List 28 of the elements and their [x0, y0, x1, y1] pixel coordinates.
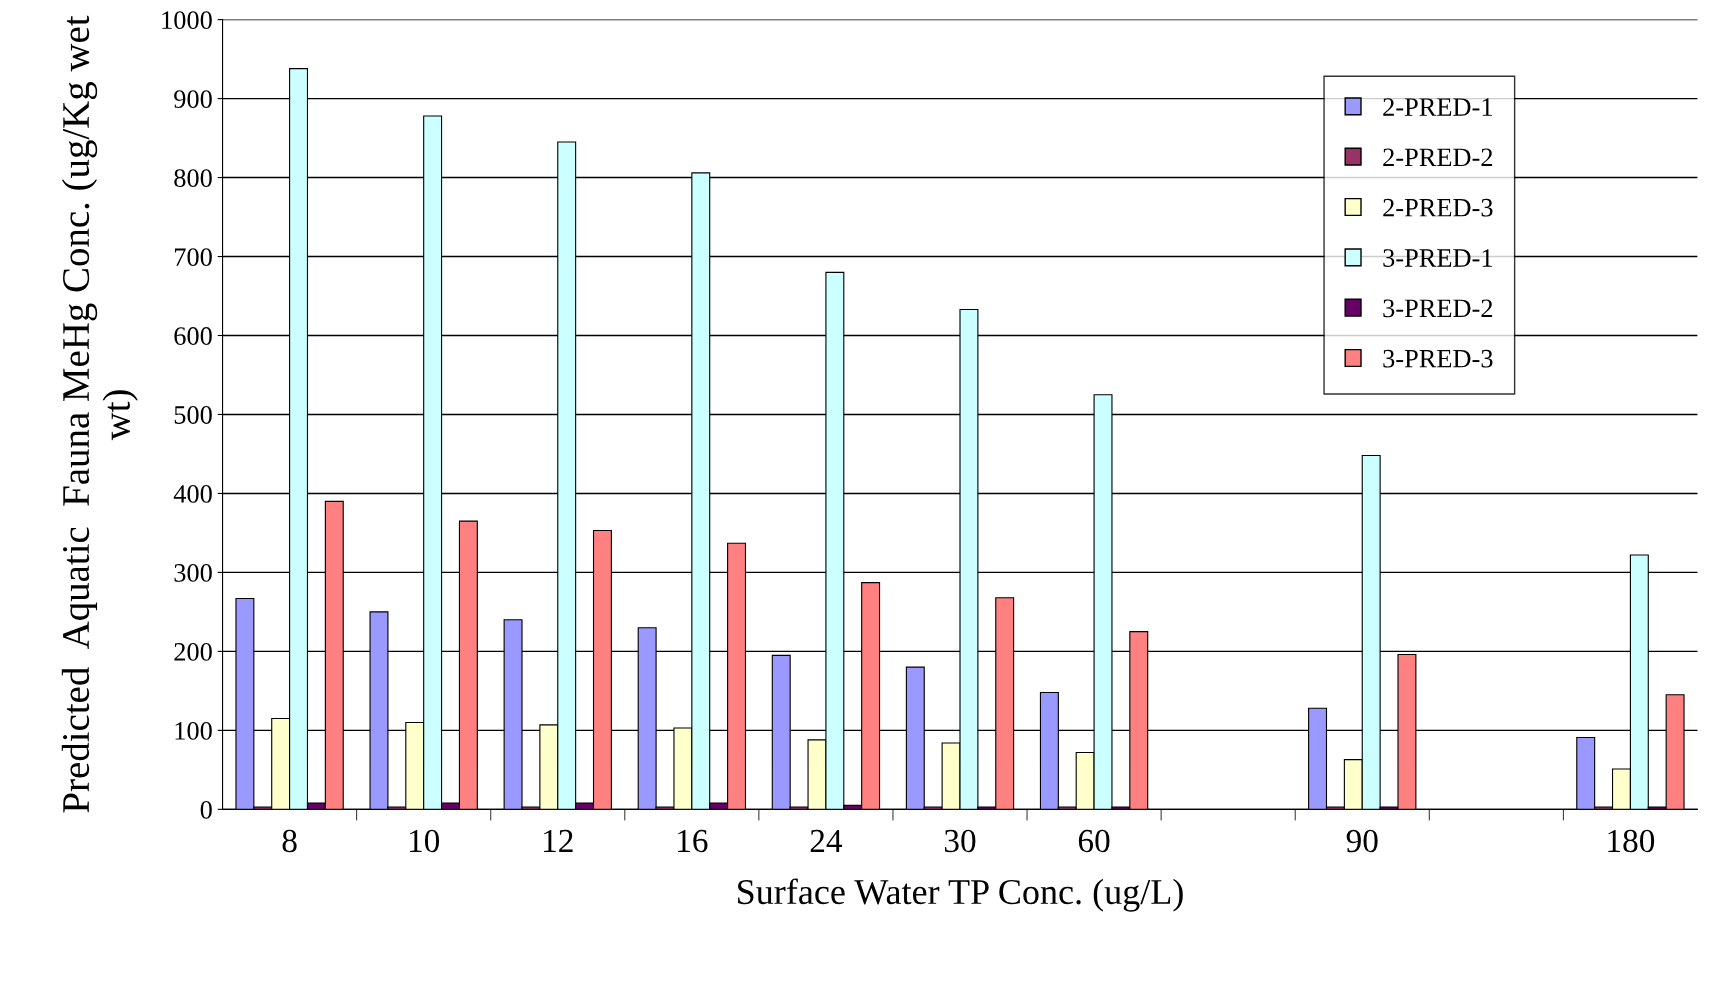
x-tick-label: 30 — [944, 829, 976, 853]
x-tick-label: 90 — [1346, 829, 1378, 853]
y-tick-label: 500 — [174, 406, 212, 424]
x-tick-label: 16 — [678, 829, 708, 853]
y-tick-label: 200 — [174, 642, 212, 661]
legend-label: 3-PRED-1 — [1383, 249, 1492, 267]
y-tick-label: 0 — [200, 800, 212, 819]
y-tick-label: 900 — [174, 90, 212, 109]
y-tick-label: 600 — [174, 327, 212, 345]
legend-label: 2-PRED-1 — [1383, 98, 1492, 116]
x-tick-label: 180 — [1608, 829, 1655, 853]
legend-label: 3-PRED-2 — [1383, 299, 1493, 318]
x-axis-title: Surface Water TP Conc. (ug/L) — [738, 878, 1183, 912]
legend-label: 2-PRED-2 — [1383, 148, 1493, 167]
x-tick-label: 10 — [409, 829, 440, 853]
y-tick-label: 700 — [174, 248, 212, 266]
legend-label: 3-PRED-3 — [1383, 349, 1493, 368]
y-tick-label: 100 — [175, 721, 212, 740]
y-tick-label: 1000 — [162, 11, 212, 30]
x-tick-label: 12 — [544, 829, 573, 852]
y-tick-label: 400 — [173, 485, 212, 503]
x-tick-label: 60 — [1078, 829, 1110, 853]
x-tick-label: 8 — [282, 829, 297, 853]
y-tick-label: 800 — [174, 169, 212, 187]
x-tick-label: 24 — [810, 829, 843, 852]
legend-label: 2-PRED-3 — [1383, 198, 1493, 217]
y-tick-label: 300 — [174, 564, 212, 582]
y-axis-title: Predicted Aquatic Fauna MeHg Conc. (ug/Kg wet wt) — [61, 15, 138, 813]
